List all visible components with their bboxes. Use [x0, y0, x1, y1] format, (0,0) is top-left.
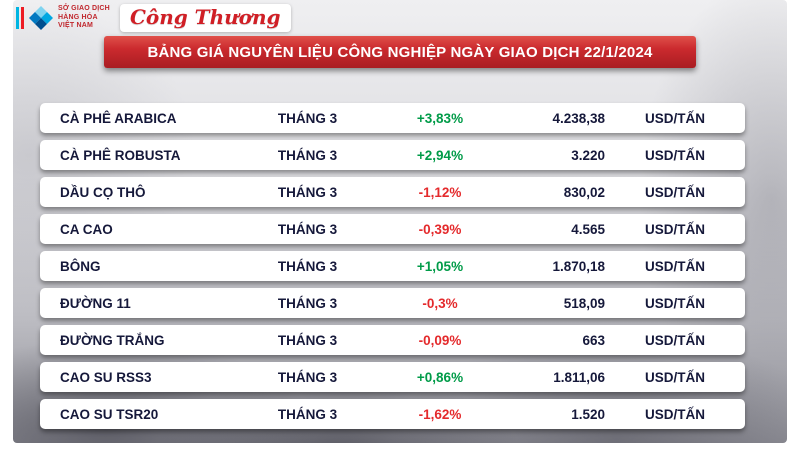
price-value: 830,02	[563, 184, 605, 200]
contract-month: THÁNG 3	[277, 295, 338, 311]
contract-month: THÁNG 3	[277, 258, 338, 274]
change-percent: +3,83%	[416, 110, 464, 126]
price-value: 1.870,18	[552, 258, 605, 274]
price-unit: USD/TẤN	[645, 221, 705, 237]
price-unit: USD/TẤN	[645, 147, 705, 163]
mxv-logo: SỞ GIAO DỊCH HÀNG HÓA VIỆT NAM	[16, 5, 110, 31]
commodity-name: DẦU CỌ THÔ	[60, 184, 146, 200]
change-percent: -0,09%	[418, 332, 462, 348]
mxv-line-2: HÀNG HÓA	[58, 13, 98, 21]
congthuong-logo-text: Công Thương	[129, 5, 281, 29]
table-row: DẦU CỌ THÔ THÁNG 3 -1,12% 830,02 USD/TẤN	[40, 177, 745, 207]
contract-month: THÁNG 3	[277, 110, 338, 126]
table-row: CÀ PHÊ ROBUSTA THÁNG 3 +2,94% 3.220 USD/…	[40, 140, 745, 170]
price-value: 518,09	[563, 295, 605, 311]
price-unit: USD/TẤN	[645, 295, 705, 311]
page-title: BẢNG GIÁ NGUYÊN LIỆU CÔNG NGHIỆP NGÀY GI…	[147, 43, 653, 61]
price-value: 4.238,38	[552, 110, 605, 126]
price-value: 3.220	[571, 147, 605, 163]
table-row: CA CAO THÁNG 3 -0,39% 4.565 USD/TẤN	[40, 214, 745, 244]
table-row: ĐƯỜNG 11 THÁNG 3 -0,3% 518,09 USD/TẤN	[40, 288, 745, 318]
commodity-name: CÀ PHÊ ARABICA	[60, 110, 177, 126]
price-value: 1.811,06	[553, 369, 605, 385]
contract-month: THÁNG 3	[277, 369, 338, 385]
congthuong-logo: Công Thương	[119, 4, 291, 32]
table-row: ĐƯỜNG TRẮNG THÁNG 3 -0,09% 663 USD/TẤN	[40, 325, 745, 355]
mxv-line-1: SỞ GIAO DỊCH	[58, 5, 110, 13]
contract-month: THÁNG 3	[277, 332, 338, 348]
price-unit: USD/TẤN	[645, 110, 705, 126]
commodity-name: CAO SU TSR20	[60, 406, 159, 422]
contract-month: THÁNG 3	[277, 406, 338, 422]
contract-month: THÁNG 3	[277, 147, 338, 163]
commodity-name: ĐƯỜNG TRẮNG	[60, 332, 165, 348]
change-percent: +0,86%	[416, 369, 464, 385]
change-percent: -0,3%	[422, 295, 458, 311]
mxv-diamond-icon	[29, 6, 53, 30]
mxv-logo-text: SỞ GIAO DỊCH HÀNG HÓA VIỆT NAM	[58, 5, 110, 31]
mxv-line-3: VIỆT NAM	[58, 22, 94, 30]
change-percent: -1,12%	[418, 184, 462, 200]
price-unit: USD/TẤN	[645, 332, 705, 348]
commodity-name: CA CAO	[60, 221, 113, 237]
change-percent: -1,62%	[418, 406, 462, 422]
contract-month: THÁNG 3	[277, 221, 338, 237]
price-unit: USD/TẤN	[645, 406, 705, 422]
commodity-name: BÔNG	[60, 258, 101, 274]
price-value: 4.565	[571, 221, 605, 237]
price-unit: USD/TẤN	[645, 184, 705, 200]
header: SỞ GIAO DỊCH HÀNG HÓA VIỆT NAM Công Thươ…	[16, 4, 291, 32]
commodity-name: CAO SU RSS3	[60, 369, 152, 385]
commodity-name: CÀ PHÊ ROBUSTA	[60, 147, 181, 163]
price-value: 663	[582, 332, 605, 348]
table-row: CAO SU TSR20 THÁNG 3 -1,62% 1.520 USD/TẤ…	[40, 399, 745, 429]
table-row: CÀ PHÊ ARABICA THÁNG 3 +3,83% 4.238,38 U…	[40, 103, 745, 133]
table-row: CAO SU RSS3 THÁNG 3 +0,86% 1.811,06 USD/…	[40, 362, 745, 392]
contract-month: THÁNG 3	[277, 184, 338, 200]
commodity-name: ĐƯỜNG 11	[60, 295, 131, 311]
table-row: BÔNG THÁNG 3 +1,05% 1.870,18 USD/TẤN	[40, 251, 745, 281]
price-unit: USD/TẤN	[645, 369, 705, 385]
price-value: 1.520	[571, 406, 605, 422]
price-table: CÀ PHÊ ARABICA THÁNG 3 +3,83% 4.238,38 U…	[40, 103, 745, 436]
change-percent: +1,05%	[416, 258, 464, 274]
change-percent: -0,39%	[418, 221, 462, 237]
price-unit: USD/TẤN	[645, 258, 705, 274]
change-percent: +2,94%	[416, 147, 464, 163]
mxv-flag-bars-icon	[16, 7, 24, 29]
title-banner: BẢNG GIÁ NGUYÊN LIỆU CÔNG NGHIỆP NGÀY GI…	[104, 36, 696, 68]
